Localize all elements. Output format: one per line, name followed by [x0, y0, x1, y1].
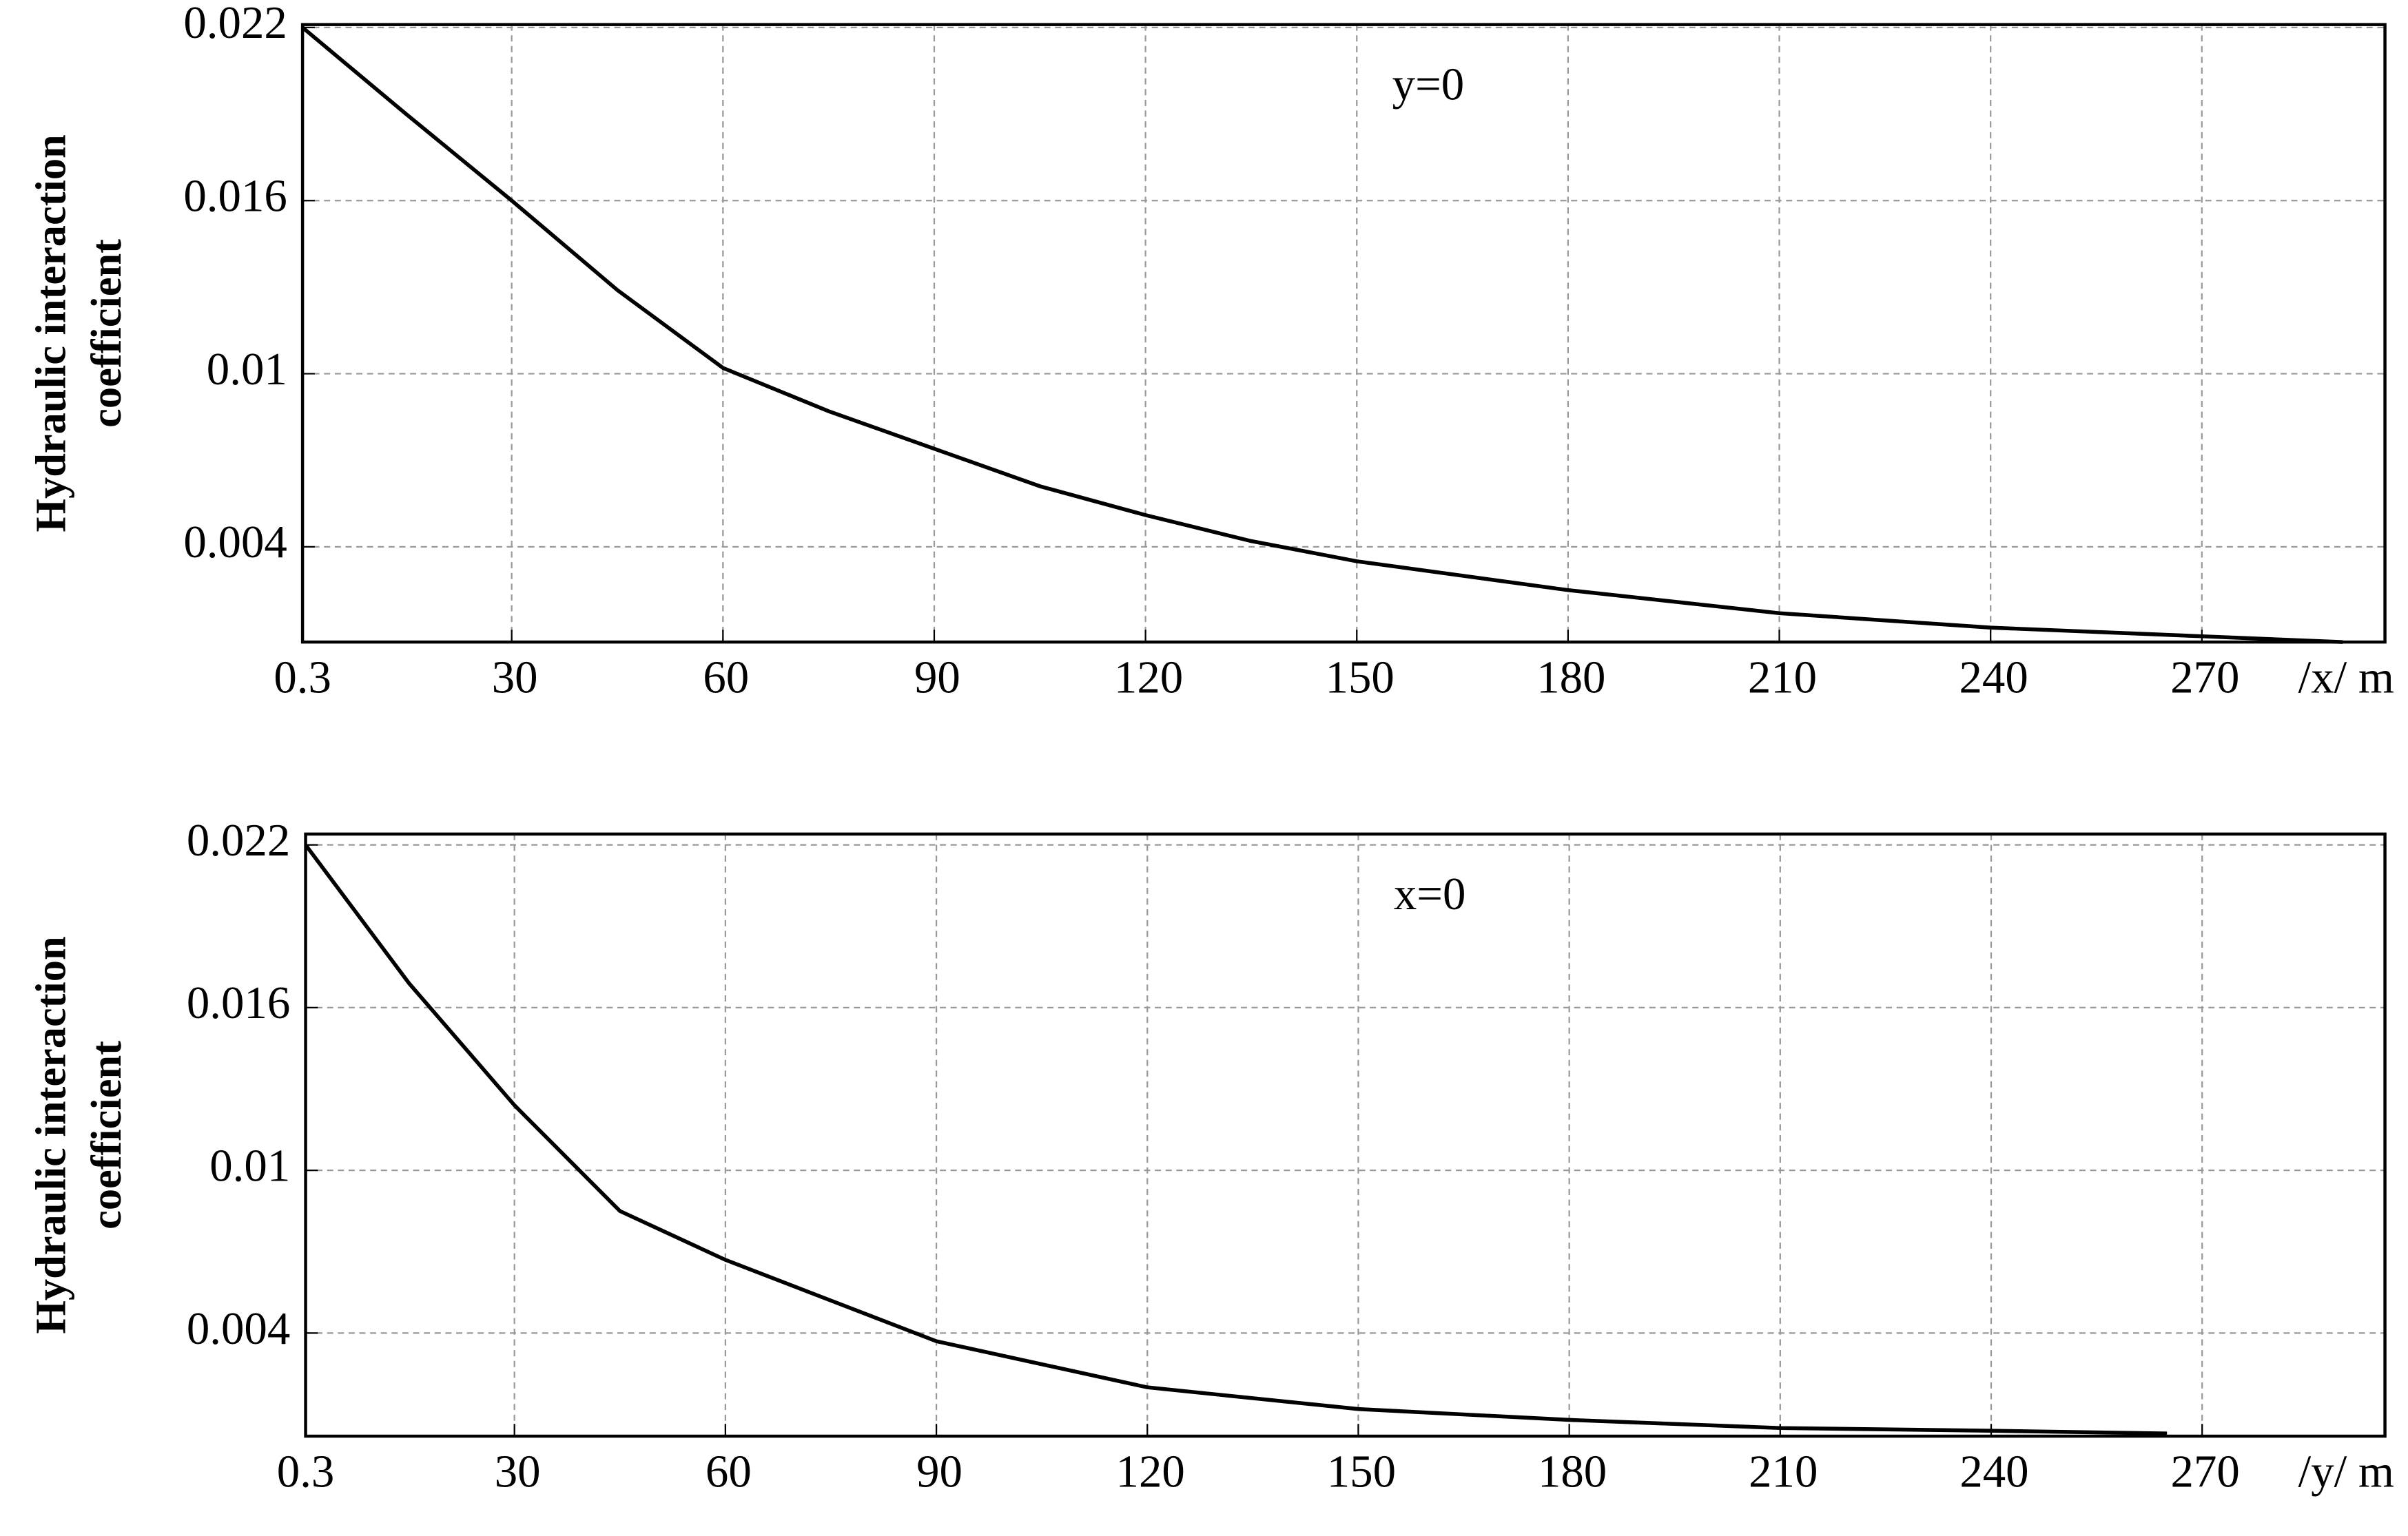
- x-tick-label: 150: [1326, 652, 1395, 703]
- x-tick-label: 60: [703, 652, 749, 703]
- x-axis-label: /x/ m: [2298, 652, 2394, 703]
- x-tick-label: 30: [495, 1446, 541, 1497]
- y-tick-label: 0.004: [183, 517, 287, 568]
- annotation: y=0: [1392, 59, 1465, 110]
- x-tick-label: 270: [2171, 1446, 2240, 1497]
- x-tick-label: 90: [914, 652, 960, 703]
- plot-frame: [304, 832, 2387, 1438]
- x-axis-label: /y/ m: [2298, 1446, 2394, 1497]
- plot-frame: [300, 23, 2387, 644]
- x-tick-label: 210: [1749, 1446, 1818, 1497]
- x-tick-label: 60: [706, 1446, 752, 1497]
- y-tick-label: 0.01: [207, 344, 287, 395]
- y-tick-label: 0.016: [187, 977, 290, 1028]
- y-tick-label: 0.016: [183, 171, 287, 222]
- y-axis-label: coefficient: [82, 1041, 130, 1229]
- y-tick-label: 0.004: [187, 1303, 290, 1354]
- x-tick-label: 0.3: [277, 1446, 335, 1497]
- x-tick-label: 210: [1748, 652, 1817, 703]
- x-tick-label: 180: [1538, 1446, 1607, 1497]
- x-tick-label: 0.3: [274, 652, 331, 703]
- y-tick-label: 0.01: [209, 1140, 290, 1191]
- curve: [304, 843, 2168, 1435]
- x-tick-label: 240: [1959, 1446, 2028, 1497]
- x-tick-label: 120: [1116, 1446, 1185, 1497]
- y-tick-label: 0.022: [183, 0, 287, 48]
- y-tick-label: 0.022: [187, 815, 290, 866]
- x-tick-label: 150: [1327, 1446, 1396, 1497]
- annotation: x=0: [1394, 869, 1466, 920]
- y-axis-label: coefficient: [82, 239, 130, 428]
- x-tick-label: 270: [2170, 652, 2239, 703]
- curve: [301, 25, 2343, 644]
- x-tick-label: 30: [492, 652, 538, 703]
- x-tick-label: 90: [916, 1446, 963, 1497]
- y-axis-label: Hydraulic interaction: [27, 134, 75, 532]
- x-tick-label: 240: [1959, 652, 2028, 703]
- x-tick-label: 180: [1536, 652, 1605, 703]
- x-tick-label: 120: [1114, 652, 1183, 703]
- y-axis-label: Hydraulic interaction: [27, 936, 75, 1333]
